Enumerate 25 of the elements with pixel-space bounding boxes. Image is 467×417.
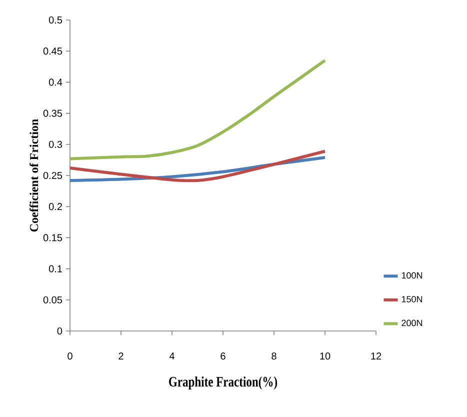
y-tick-label: 0.15	[43, 234, 62, 242]
y-tick-label: 0.35	[43, 110, 62, 117]
x-tick-label: 6	[220, 352, 226, 360]
y-tick-label: 0.25	[43, 172, 62, 180]
x-tick-label: 4	[169, 352, 174, 360]
y-axis-title: Coefficient of Friction	[30, 119, 38, 232]
x-axis-title: Graphite Fraction(%)	[169, 376, 278, 390]
x-tick-label: 12	[371, 352, 382, 360]
y-tick-label: 0	[57, 327, 62, 335]
line-series	[68, 150, 326, 182]
y-tick-label: 0.3	[48, 140, 62, 148]
y-tick-label: 0.45	[43, 48, 62, 55]
y-tick-label: 0.05	[43, 296, 62, 304]
x-tick-label: 10	[320, 352, 330, 360]
legend-label: 150N	[402, 296, 422, 302]
line-series	[68, 58, 326, 160]
y-tick-label: 0.1	[48, 265, 62, 272]
x-tick-label: 0	[68, 352, 72, 360]
y-tick-label: 0.5	[48, 16, 62, 24]
y-tick-label: 0.2	[48, 203, 62, 210]
legend-label: 100N	[402, 272, 422, 279]
y-tick-label: 0.4	[48, 78, 62, 86]
legend-label: 200N	[402, 320, 422, 326]
x-tick-label: 8	[272, 352, 276, 360]
x-tick-label: 2	[118, 352, 124, 360]
